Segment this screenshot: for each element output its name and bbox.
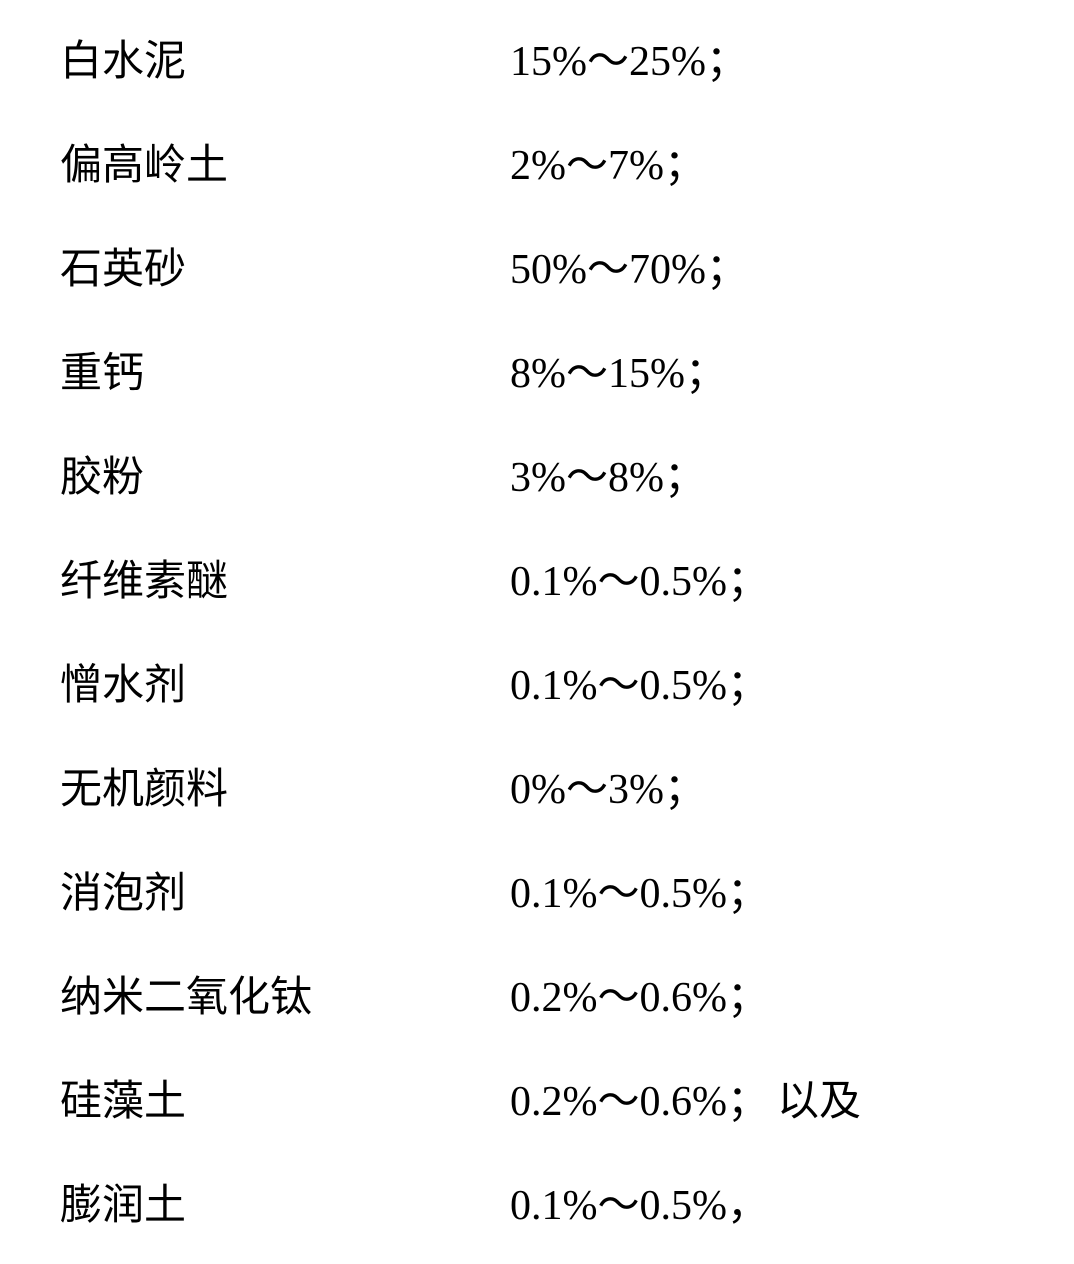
range-separator: ； xyxy=(727,559,769,605)
table-row: 胶粉3%～8%； xyxy=(60,426,1074,530)
ingredient-range: 8%～15%； xyxy=(510,353,727,395)
range-low: 8% xyxy=(510,351,566,397)
table-row: 硅藻土0.2%～0.6%；以及 xyxy=(60,1050,1074,1154)
range-tilde: ～ xyxy=(598,1183,640,1229)
range-separator: ； xyxy=(685,351,727,397)
ingredient-label: 憎水剂 xyxy=(60,665,510,707)
range-tilde: ～ xyxy=(587,247,629,293)
table-row: 膨润土0.1%～0.5%， xyxy=(60,1154,1074,1258)
range-tilde: ～ xyxy=(566,143,608,189)
composition-table: 白水泥15%～25%；偏高岭土2%～7%；石英砂50%～70%；重钙8%～15%… xyxy=(0,0,1074,1264)
ingredient-range: 0.2%～0.6%；以及 xyxy=(510,1081,861,1123)
range-tilde: ～ xyxy=(566,767,608,813)
range-tilde: ～ xyxy=(598,871,640,917)
ingredient-range: 0.2%～0.6%； xyxy=(510,977,769,1019)
range-low: 2% xyxy=(510,143,566,189)
range-low: 3% xyxy=(510,455,566,501)
range-separator: ； xyxy=(727,663,769,709)
range-tilde: ～ xyxy=(598,559,640,605)
range-separator: ； xyxy=(727,871,769,917)
range-separator: ； xyxy=(664,143,706,189)
range-low: 0.1% xyxy=(510,663,598,709)
ingredient-label: 硅藻土 xyxy=(60,1081,510,1123)
range-tilde: ～ xyxy=(566,455,608,501)
ingredient-label: 白水泥 xyxy=(60,41,510,83)
range-separator: ； xyxy=(706,247,748,293)
range-low: 0.1% xyxy=(510,871,598,917)
range-low: 0% xyxy=(510,767,566,813)
range-high: 7% xyxy=(608,143,664,189)
range-suffix: 以及 xyxy=(777,1079,861,1125)
range-low: 15% xyxy=(510,39,587,85)
range-separator: ； xyxy=(664,767,706,813)
range-tilde: ～ xyxy=(598,975,640,1021)
table-row: 憎水剂0.1%～0.5%； xyxy=(60,634,1074,738)
ingredient-label: 消泡剂 xyxy=(60,873,510,915)
range-high: 0.6% xyxy=(640,975,728,1021)
range-separator: ； xyxy=(706,39,748,85)
ingredient-label: 重钙 xyxy=(60,353,510,395)
ingredient-label: 胶粉 xyxy=(60,457,510,499)
range-high: 0.5% xyxy=(640,559,728,605)
range-high: 15% xyxy=(608,351,685,397)
range-low: 0.2% xyxy=(510,1079,598,1125)
range-high: 0.5% xyxy=(640,1183,728,1229)
range-separator: ； xyxy=(664,455,706,501)
table-row: 白水泥15%～25%； xyxy=(60,10,1074,114)
range-separator: ； xyxy=(727,975,769,1021)
ingredient-label: 纳米二氧化钛 xyxy=(60,977,510,1019)
ingredient-range: 15%～25%； xyxy=(510,41,748,83)
range-separator: ； xyxy=(727,1079,769,1125)
ingredient-range: 50%～70%； xyxy=(510,249,748,291)
range-high: 8% xyxy=(608,455,664,501)
ingredient-range: 2%～7%； xyxy=(510,145,706,187)
range-high: 0.5% xyxy=(640,663,728,709)
ingredient-range: 0.1%～0.5%； xyxy=(510,561,769,603)
ingredient-label: 纤维素醚 xyxy=(60,561,510,603)
range-low: 0.1% xyxy=(510,1183,598,1229)
range-high: 3% xyxy=(608,767,664,813)
range-separator: ， xyxy=(727,1183,769,1229)
ingredient-range: 0.1%～0.5%； xyxy=(510,665,769,707)
table-row: 偏高岭土2%～7%； xyxy=(60,114,1074,218)
ingredient-range: 0%～3%； xyxy=(510,769,706,811)
table-row: 纤维素醚0.1%～0.5%； xyxy=(60,530,1074,634)
ingredient-label: 无机颜料 xyxy=(60,769,510,811)
range-low: 0.2% xyxy=(510,975,598,1021)
range-tilde: ～ xyxy=(587,39,629,85)
ingredient-label: 石英砂 xyxy=(60,249,510,291)
range-high: 0.6% xyxy=(640,1079,728,1125)
table-row: 无机颜料0%～3%； xyxy=(60,738,1074,842)
range-high: 0.5% xyxy=(640,871,728,917)
range-high: 25% xyxy=(629,39,706,85)
range-tilde: ～ xyxy=(598,663,640,709)
ingredient-range: 0.1%～0.5%， xyxy=(510,1185,769,1227)
range-low: 50% xyxy=(510,247,587,293)
table-row: 纳米二氧化钛0.2%～0.6%； xyxy=(60,946,1074,1050)
range-high: 70% xyxy=(629,247,706,293)
table-row: 消泡剂0.1%～0.5%； xyxy=(60,842,1074,946)
ingredient-range: 3%～8%； xyxy=(510,457,706,499)
table-row: 石英砂50%～70%； xyxy=(60,218,1074,322)
range-tilde: ～ xyxy=(598,1079,640,1125)
range-tilde: ～ xyxy=(566,351,608,397)
range-low: 0.1% xyxy=(510,559,598,605)
ingredient-label: 偏高岭土 xyxy=(60,145,510,187)
table-row: 重钙8%～15%； xyxy=(60,322,1074,426)
ingredient-range: 0.1%～0.5%； xyxy=(510,873,769,915)
ingredient-label: 膨润土 xyxy=(60,1185,510,1227)
